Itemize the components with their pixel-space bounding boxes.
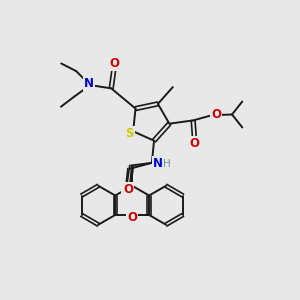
Text: O: O [122, 187, 132, 200]
Text: O: O [211, 108, 221, 121]
Text: S: S [125, 127, 134, 140]
Text: N: N [153, 157, 163, 170]
Text: O: O [190, 137, 200, 150]
Text: O: O [109, 57, 119, 70]
Text: O: O [127, 211, 137, 224]
Text: N: N [84, 77, 94, 90]
Text: H: H [163, 159, 171, 169]
Text: O: O [123, 183, 134, 196]
